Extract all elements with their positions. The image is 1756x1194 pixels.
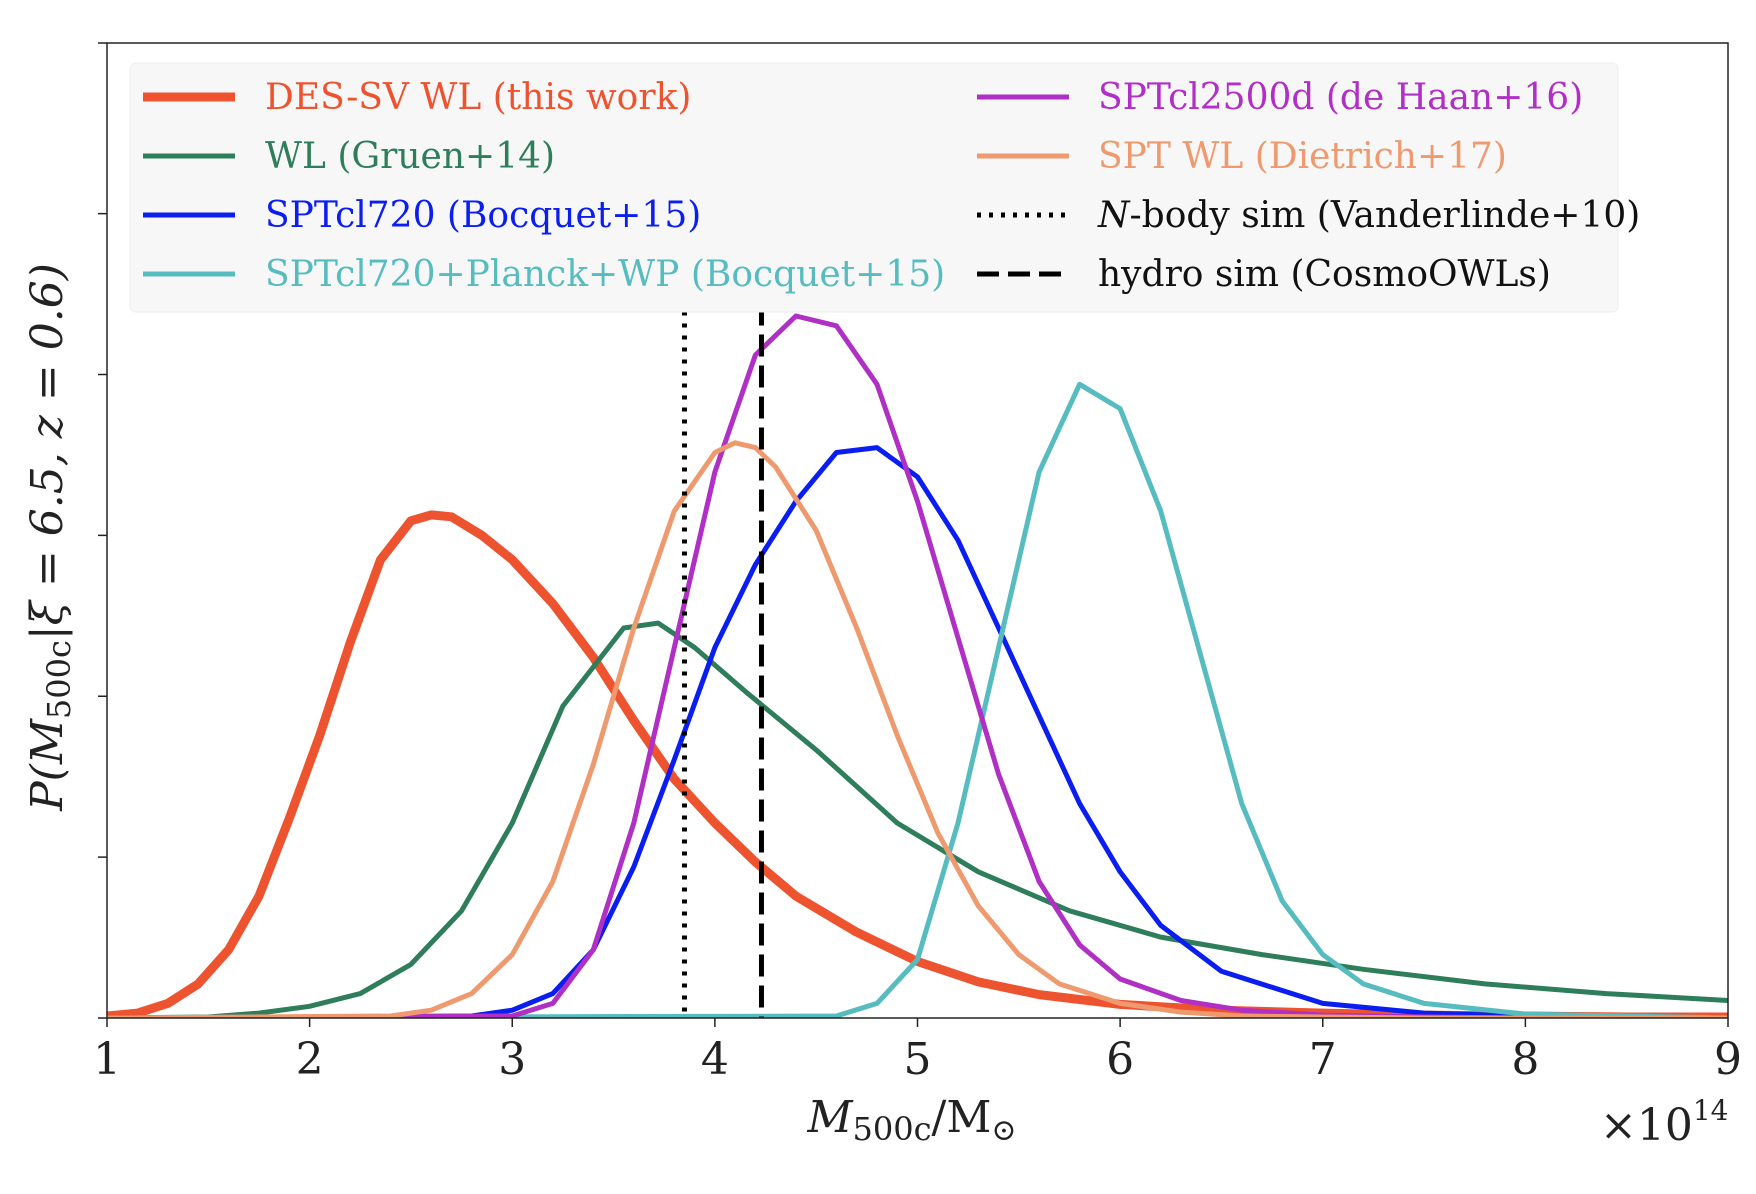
legend-label: SPTcl2500d (de Haan+16) xyxy=(1098,77,1583,118)
legend-label: SPTcl720 (Bocquet+15) xyxy=(265,195,701,236)
legend-entry: SPT WL (Dietrich+17) xyxy=(977,136,1507,177)
x-tick-label: 5 xyxy=(904,1034,932,1085)
series-line-sptcl2500d-de-haan-16 xyxy=(107,313,1728,1018)
x-tick-label: 6 xyxy=(1106,1034,1134,1085)
x-tick-label: 8 xyxy=(1511,1034,1539,1085)
x-tick-label: 4 xyxy=(701,1034,729,1085)
series-line-des-sv-wl-this-work xyxy=(107,510,1728,1018)
x-axis-multiplier: ×1014 xyxy=(1600,1094,1729,1151)
legend-box xyxy=(129,62,1619,313)
x-tick-label: 2 xyxy=(296,1034,324,1085)
legend-entry: SPTcl2500d (de Haan+16) xyxy=(977,77,1583,118)
legend-entry: SPTcl720+Planck+WP (Bocquet+15) xyxy=(143,254,945,295)
series-line-spt-wl-dietrich-17 xyxy=(107,440,1728,1018)
legend-entry: N-body sim (Vanderlinde+10) xyxy=(977,195,1640,236)
x-tick-label: 3 xyxy=(498,1034,526,1085)
plot-area xyxy=(107,179,1728,1018)
legend-label: WL (Gruen+14) xyxy=(265,136,555,177)
legend-entry: SPTcl720 (Bocquet+15) xyxy=(143,195,701,236)
legend-label: SPT WL (Dietrich+17) xyxy=(1098,136,1507,177)
axes: 1 2 3 4 5 6 7 8 9 xyxy=(93,42,1742,1085)
x-tick-label: 7 xyxy=(1309,1034,1337,1085)
legend-label: DES-SV WL (this work) xyxy=(265,77,691,118)
legend: DES-SV WL (this work) WL (Gruen+14) SPTcl7… xyxy=(129,62,1640,313)
x-tick-label: 9 xyxy=(1714,1034,1742,1085)
legend-entry: WL (Gruen+14) xyxy=(143,136,555,177)
legend-entry: hydro sim (CosmoOWLs) xyxy=(977,254,1551,295)
legend-label: hydro sim (CosmoOWLs) xyxy=(1098,254,1551,295)
legend-label: N-body sim (Vanderlinde+10) xyxy=(1097,195,1640,236)
x-tick-label: 1 xyxy=(93,1034,121,1085)
y-axis-label: P(M500c|ξ = 6.5, z = 0.6) xyxy=(22,263,78,812)
x-axis-label: M500c/M⊙ xyxy=(806,1092,1016,1148)
series-line-sptcl720-planck-wp-bocquet-15 xyxy=(107,381,1728,1018)
legend-label: SPTcl720+Planck+WP (Bocquet+15) xyxy=(265,254,945,295)
series-line-wl-gruen-14 xyxy=(107,620,1728,1018)
legend-entry: DES-SV WL (this work) xyxy=(143,77,691,118)
plot-marks xyxy=(107,179,1728,1018)
